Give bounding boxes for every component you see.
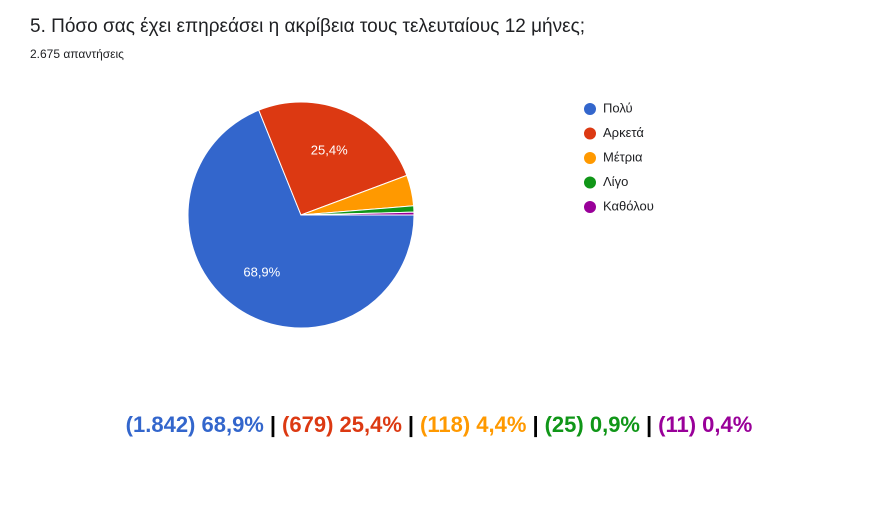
chart-subtitle: 2.675 απαντήσεις (30, 47, 124, 61)
legend-label: Αρκετά (603, 125, 644, 140)
legend-swatch (584, 176, 596, 189)
legend-swatch (584, 152, 596, 164)
chart: 5. Πόσο σας έχει επηρεάσει η ακρίβεια το… (30, 16, 654, 329)
separator: | (646, 412, 653, 437)
summary-item: (1.842) 68,9% (125, 412, 264, 437)
summary-item: (25) 0,9% (544, 412, 640, 437)
pie-slice (300, 211, 415, 216)
summary-item: (679) 25,4% (282, 412, 402, 437)
pie-slice (258, 101, 408, 216)
legend-label: Μέτρια (603, 149, 643, 164)
separator: | (407, 412, 415, 437)
separator: | (532, 412, 539, 437)
slice-label: 25,4% (311, 142, 348, 157)
slice-label: 68,9% (243, 265, 280, 280)
summary-item: (118) 4,4% (420, 412, 527, 437)
summary: (1.842) 68,9% | (679) 25,4% | (118) 4,4% | (25… (0, 412, 878, 438)
separator: | (269, 412, 277, 437)
legend-label: Λίγο (603, 174, 628, 189)
summary-item: (11) 0,4% (658, 412, 753, 437)
pie-slice (187, 109, 415, 329)
legend-label: Πολύ (603, 100, 633, 115)
legend-label: Καθόλου (603, 198, 654, 213)
chart-title: 5. Πόσο σας έχει επηρεάσει η ακρίβεια το… (30, 16, 585, 37)
legend-swatch (584, 103, 596, 115)
legend-swatch (584, 201, 596, 213)
legend-swatch (584, 127, 596, 140)
